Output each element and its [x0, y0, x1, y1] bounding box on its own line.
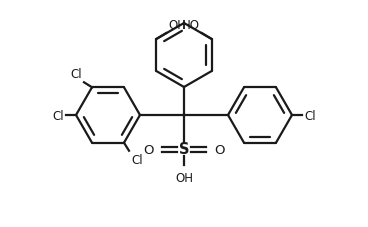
Text: Cl: Cl — [70, 68, 82, 81]
Text: S: S — [179, 142, 189, 157]
Text: O: O — [214, 143, 224, 156]
Text: O: O — [144, 143, 154, 156]
Text: OH: OH — [168, 19, 186, 32]
Text: HO: HO — [182, 19, 200, 32]
Text: OH: OH — [175, 171, 193, 184]
Text: Cl: Cl — [304, 109, 316, 122]
Text: Cl: Cl — [131, 153, 143, 166]
Text: Cl: Cl — [52, 109, 64, 122]
